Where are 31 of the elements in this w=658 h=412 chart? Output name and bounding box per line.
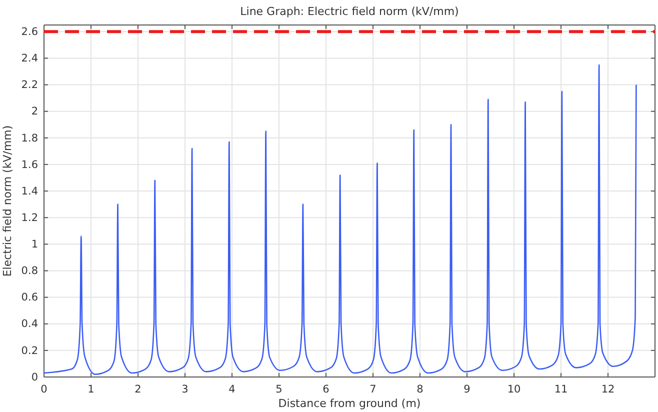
x-tick-label: 6	[322, 383, 330, 396]
y-tick-label: 1.6	[21, 158, 38, 171]
x-tick-label: 4	[228, 383, 236, 396]
y-tick-label: 0	[31, 371, 38, 384]
y-tick-label: 2.6	[21, 26, 38, 38]
y-tick-label: 1	[31, 238, 38, 251]
x-tick-label: 5	[276, 383, 282, 396]
x-tick-label: 12	[601, 383, 615, 396]
y-tick-label: 1.4	[21, 185, 38, 198]
chart-title: Line Graph: Electric field norm (kV/mm)	[240, 5, 459, 18]
y-tick-label: 2.4	[21, 52, 38, 65]
y-tick-label: 1.8	[21, 132, 38, 144]
x-tick-label: 8	[416, 383, 424, 396]
y-tick-label: 2	[31, 106, 38, 118]
x-tick-label: 2	[134, 383, 142, 396]
y-tick-label: 1.2	[21, 212, 38, 224]
x-tick-label: 1	[88, 383, 94, 396]
y-tick-label: 0.2	[21, 344, 38, 357]
x-tick-label: 0	[40, 383, 48, 396]
y-tick-label: 0.8	[21, 265, 38, 278]
x-axis-title: Distance from ground (m)	[278, 397, 421, 410]
x-tick-label: 7	[370, 383, 376, 396]
x-tick-label: 11	[554, 383, 568, 396]
y-tick-label: 2.2	[21, 79, 38, 92]
y-axis-title: Electric field norm (kV/mm)	[1, 125, 14, 277]
y-tick-label: 0.6	[21, 292, 38, 304]
x-tick-label: 9	[464, 383, 470, 396]
x-tick-label: 3	[182, 383, 188, 396]
x-tick-label: 10	[507, 383, 521, 396]
line-series	[43, 64, 637, 375]
y-tick-label: 0.4	[21, 318, 38, 330]
